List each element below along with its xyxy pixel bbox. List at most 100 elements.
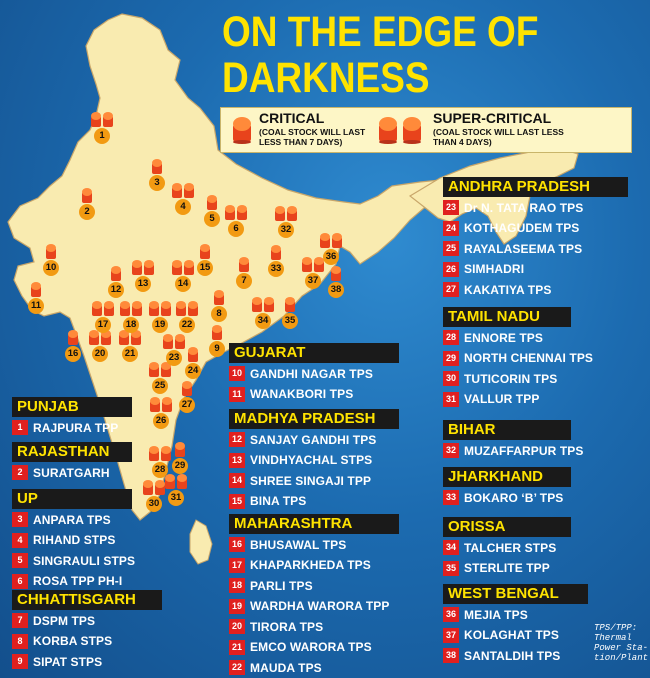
plant-name: MEJIA TPS <box>464 607 528 622</box>
plant-name: SIPAT STPS <box>33 654 103 669</box>
plant-name: BINA TPS <box>250 494 307 508</box>
coal-stock-icon <box>91 112 101 127</box>
map-pin-4: 4 <box>175 199 191 215</box>
map-pin-16: 16 <box>65 346 81 362</box>
plant-row: 20 TIRORA TPS <box>229 618 323 635</box>
coal-stock-icon <box>68 330 78 345</box>
note-line-3: Power Sta- <box>594 643 649 653</box>
plant-number-badge: 9 <box>12 654 28 669</box>
map-pin-12: 12 <box>108 282 124 298</box>
map-pin-36: 36 <box>323 249 339 265</box>
plant-name: BOKARO ‘B’ TPS <box>464 490 564 505</box>
coal-stock-icon <box>176 301 186 316</box>
legend-super-critical-label: SUPER-CRITICAL <box>433 110 552 126</box>
plant-name: ROSA TPP PH-I <box>33 574 123 588</box>
plant-row: 27 KAKATIYA TPS <box>443 281 551 298</box>
state-header-maharashtra: MAHARASHTRA <box>229 514 399 534</box>
map-pin-25: 25 <box>152 378 168 394</box>
coal-stock-icon <box>89 330 99 345</box>
plant-row: 5 SINGRAULI STPS <box>12 552 135 569</box>
title-line-2: DARKNESS <box>222 54 430 102</box>
plant-name: PARLI TPS <box>250 578 313 593</box>
plant-number-badge: 4 <box>12 532 28 548</box>
coal-stock-icon <box>143 480 153 495</box>
coal-stock-icon <box>155 480 165 495</box>
plant-number-badge: 27 <box>443 282 459 297</box>
note-line-4: tion/Plant <box>594 653 649 663</box>
map-pin-3: 3 <box>149 175 165 191</box>
plant-row: 19 WARDHA WARORA TPP <box>229 598 389 615</box>
plant-number-badge: 29 <box>443 350 459 366</box>
plant-name: KORBA STPS <box>33 634 113 648</box>
plant-row: 37 KOLAGHAT TPS <box>443 627 559 644</box>
plant-number-badge: 15 <box>229 493 245 509</box>
plant-row: 35 STERLITE TPP <box>443 560 550 577</box>
coal-stock-icon <box>31 282 41 297</box>
plant-row: 15 BINA TPS <box>229 493 306 510</box>
plant-number-badge: 8 <box>12 633 28 649</box>
map-pin-5: 5 <box>204 211 220 227</box>
plant-row: 36 MEJIA TPS <box>443 606 528 623</box>
plant-row: 33 BOKARO ‘B’ TPS <box>443 489 563 506</box>
legend-super-critical-sub2: THAN 4 DAYS) <box>433 137 492 147</box>
plant-name: DSPM TPS <box>33 613 96 628</box>
plant-number-badge: 19 <box>229 598 245 614</box>
plant-number-badge: 33 <box>443 490 459 505</box>
plant-row: 3 ANPARA TPS <box>12 511 111 528</box>
coal-stock-icon <box>132 301 142 316</box>
plant-name: WANAKBORI TPS <box>250 387 354 401</box>
plant-name: SURATGARH <box>33 465 110 480</box>
plant-name: BHUSAWAL TPS <box>250 537 347 552</box>
plant-name: VINDHYACHAL STPS <box>250 453 373 467</box>
note-line-2: Thermal <box>594 633 632 643</box>
coal-stock-icon <box>161 301 171 316</box>
map-pin-37: 37 <box>305 273 321 289</box>
plant-row: 32 MUZAFFARPUR TPS <box>443 442 584 459</box>
plant-number-badge: 38 <box>443 648 459 663</box>
map-pin-19: 19 <box>152 317 168 333</box>
plant-name: TUTICORIN TPS <box>464 371 558 386</box>
plant-row: 13 VINDHYACHAL STPS <box>229 452 372 469</box>
plant-name: SANTALDIH TPS <box>464 648 561 663</box>
coal-stock-icon <box>332 233 342 248</box>
coal-icons <box>31 112 342 495</box>
plant-number-badge: 26 <box>443 261 459 277</box>
coal-stock-icon <box>188 347 198 362</box>
map-pin-32: 32 <box>278 222 294 238</box>
plant-number-badge: 20 <box>229 619 245 634</box>
plant-name: KHAPARKHEDA TPS <box>250 558 371 572</box>
coal-stock-icon <box>177 474 187 489</box>
coal-stock-icon <box>264 297 274 312</box>
plant-row: 17 KHAPARKHEDA TPS <box>229 557 371 574</box>
map-pin-11: 11 <box>28 298 44 314</box>
coal-stock-icon <box>175 334 185 349</box>
map-pin-17: 17 <box>95 317 111 333</box>
plant-number-badge: 35 <box>443 560 459 576</box>
plant-number-badge: 23 <box>443 200 459 215</box>
map-pin-29: 29 <box>172 458 188 474</box>
coal-stock-icon <box>149 446 159 461</box>
coal-stock-icon <box>200 244 210 259</box>
plant-name: STERLITE TPP <box>464 561 550 575</box>
plant-name: MUZAFFARPUR TPS <box>464 443 584 458</box>
coal-stock-icon <box>287 206 297 221</box>
coal-stock-icon <box>331 266 341 281</box>
plant-row: 30 TUTICORIN TPS <box>443 370 557 387</box>
map-pin-9: 9 <box>209 341 225 357</box>
map-pin-34: 34 <box>255 313 271 329</box>
state-header-rajasthan: RAJASTHAN <box>12 442 132 462</box>
map-pin-1: 1 <box>94 128 110 144</box>
state-header-tamil-nadu: TAMIL NADU <box>443 307 571 327</box>
plant-row: 22 MAUDA TPS <box>229 659 322 676</box>
plant-row: 24 KOTHAGUDEM TPS <box>443 220 579 237</box>
map-pin-33: 33 <box>268 261 284 277</box>
plant-name: WARDHA WARORA TPP <box>250 599 390 613</box>
coal-stock-icon <box>162 397 172 412</box>
plant-row: 12 SANJAY GANDHI TPS <box>229 431 376 448</box>
coal-stock-icon <box>302 257 312 272</box>
state-header-orissa: ORISSA <box>443 517 571 537</box>
plant-name: KOTHAGUDEM TPS <box>464 221 580 235</box>
plant-row: 14 SHREE SINGAJI TPP <box>229 472 371 489</box>
coal-stock-icon <box>285 297 295 312</box>
plant-row: 26 SIMHADRI <box>443 261 524 278</box>
